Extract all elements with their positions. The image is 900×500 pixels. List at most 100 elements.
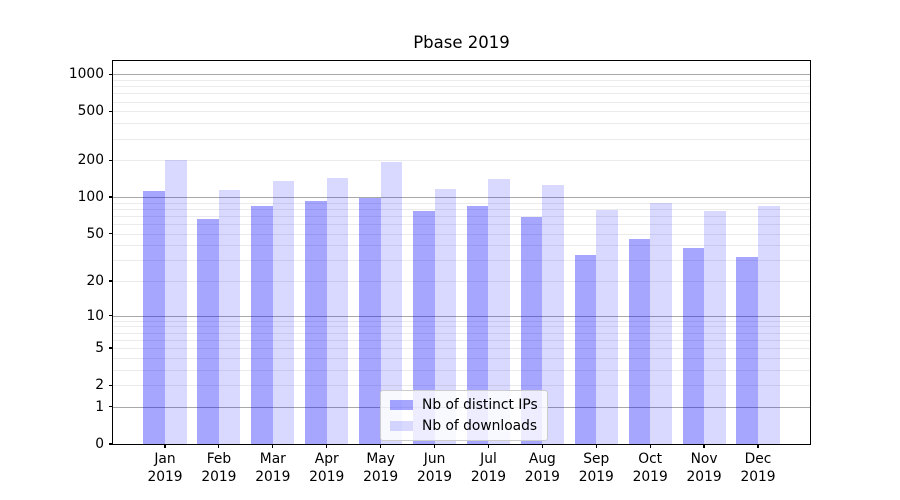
legend-item-downloads: Nb of downloads [390,418,538,434]
y-axis-tick-label: 5 [95,340,104,357]
x-axis-tick-label: Aug 2019 [524,451,560,485]
x-axis-tick [541,444,543,448]
x-axis-tick-label: Oct 2019 [632,451,668,485]
gridline-minor [113,369,810,371]
x-axis-tick [595,444,597,448]
y-axis-tick-label: 0 [95,436,104,452]
x-axis-tick-label: Nov 2019 [686,451,722,485]
legend: Nb of distinct IPs Nb of downloads [380,390,548,441]
bar-downloads [272,181,295,444]
bar-downloads [326,177,349,444]
gridline-minor [113,123,810,125]
gridline-minor [113,245,810,247]
gridline-minor [113,332,810,334]
chart-title: Pbase 2019 [413,33,510,52]
bar-downloads [434,189,457,444]
y-axis-tick-label: 20 [86,273,104,290]
bar-distinct-ips [305,201,327,444]
bar-distinct-ips [628,239,651,444]
x-axis-tick-label: Apr 2019 [309,451,345,485]
y-axis-tick [109,232,113,235]
gridline-major [113,315,810,317]
y-axis-tick [109,384,113,386]
x-axis-tick [218,444,220,448]
bar-downloads [596,210,618,444]
y-axis-tick-label: 1000 [68,66,104,83]
bar-distinct-ips [143,190,165,444]
gridline-minor [113,233,810,235]
bar-downloads [704,211,726,444]
gridline-minor [113,326,810,328]
legend-swatch-downloads-icon [390,421,413,431]
gridline-minor [113,101,810,103]
gridline-minor [113,138,810,140]
bar-distinct-ips [412,211,435,444]
legend-item-distinct-ips: Nb of distinct IPs [390,397,538,413]
gridline-minor [113,320,810,322]
legend-swatch-distinct-ips-icon [390,400,413,410]
x-axis-tick [487,444,490,448]
bar-downloads [650,203,672,444]
gridline-minor [113,385,810,387]
gridline-major [113,74,810,76]
y-axis-tick [109,73,113,75]
y-axis-tick [109,347,113,349]
y-axis-tick [109,443,113,445]
gridline-minor [113,111,810,113]
bar-distinct-ips [251,205,273,444]
x-axis-tick [272,444,274,448]
x-axis-tick [326,444,328,448]
bar-distinct-ips [574,255,597,444]
gridline-minor [113,339,810,341]
x-axis-tick-label: Dec 2019 [740,451,776,485]
bar-downloads [542,185,564,444]
y-axis-tick-label: 10 [86,307,104,324]
y-axis-tick-label: 100 [77,188,104,205]
x-axis-tick [433,444,436,448]
gridline-minor [113,357,810,359]
gridline-minor [113,86,810,88]
y-axis-tick [109,280,113,282]
gridline-minor [113,93,810,95]
x-axis-tick-label: May 2019 [363,451,399,485]
bar-distinct-ips [736,256,758,444]
bar-distinct-ips [466,205,489,444]
bar-distinct-ips [520,217,543,444]
gridline-minor [113,281,810,283]
x-axis-tick-label: Mar 2019 [255,451,291,485]
y-axis-tick-label: 50 [86,225,104,242]
bar-downloads [165,160,187,444]
plot-area: 0 1 2 5 10 20 50 100 200 500 1000 Jan 2019 Feb 2019 M… [69,60,811,485]
x-axis-tick-label: Sep 2019 [578,451,614,485]
y-axis-tick [109,110,113,112]
gridline-minor [113,260,810,262]
y-axis-tick-label: 1 [95,398,104,415]
gridline-minor [113,215,810,217]
bar-downloads [488,179,511,444]
x-axis-tick [380,444,382,448]
y-axis-tick [109,315,113,317]
bar-downloads [218,190,241,444]
gridline-minor [113,79,810,81]
x-axis-tick [757,444,759,448]
y-axis-tick-label: 2 [95,377,104,394]
gridline-minor [113,202,810,204]
x-axis-tick [649,444,651,448]
gridline-minor [113,348,810,350]
legend-label-downloads: Nb of downloads [422,418,538,434]
bar-distinct-ips [682,247,705,444]
gridline-major [113,196,810,198]
x-axis-tick-label: Jul 2019 [470,451,507,485]
y-axis-tick [109,159,113,161]
x-axis-tick-label: Feb 2019 [201,451,237,485]
x-axis-tick [164,444,166,448]
y-axis-tick [109,406,113,408]
x-axis-tick [703,444,705,448]
bar-distinct-ips [359,198,381,444]
gridline-minor [113,160,810,162]
x-axis-tick-label: Jun 2019 [416,451,453,485]
gridline-minor [113,208,810,210]
bar-downloads [758,205,780,444]
legend-label-distinct-ips: Nb of distinct IPs [422,397,538,413]
